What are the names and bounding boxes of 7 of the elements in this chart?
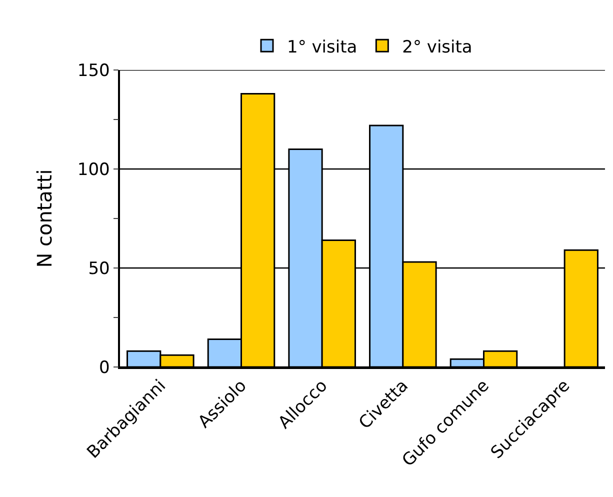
y-tick-label: 150 (77, 60, 110, 81)
y-axis-title: N contatti (32, 169, 56, 268)
legend-label: 1° visita (287, 37, 358, 58)
legend-label: 2° visita (402, 37, 472, 58)
y-tick-label: 100 (77, 160, 110, 180)
y-tick-label: 0 (99, 358, 110, 378)
y-tick-label: 50 (88, 258, 110, 279)
